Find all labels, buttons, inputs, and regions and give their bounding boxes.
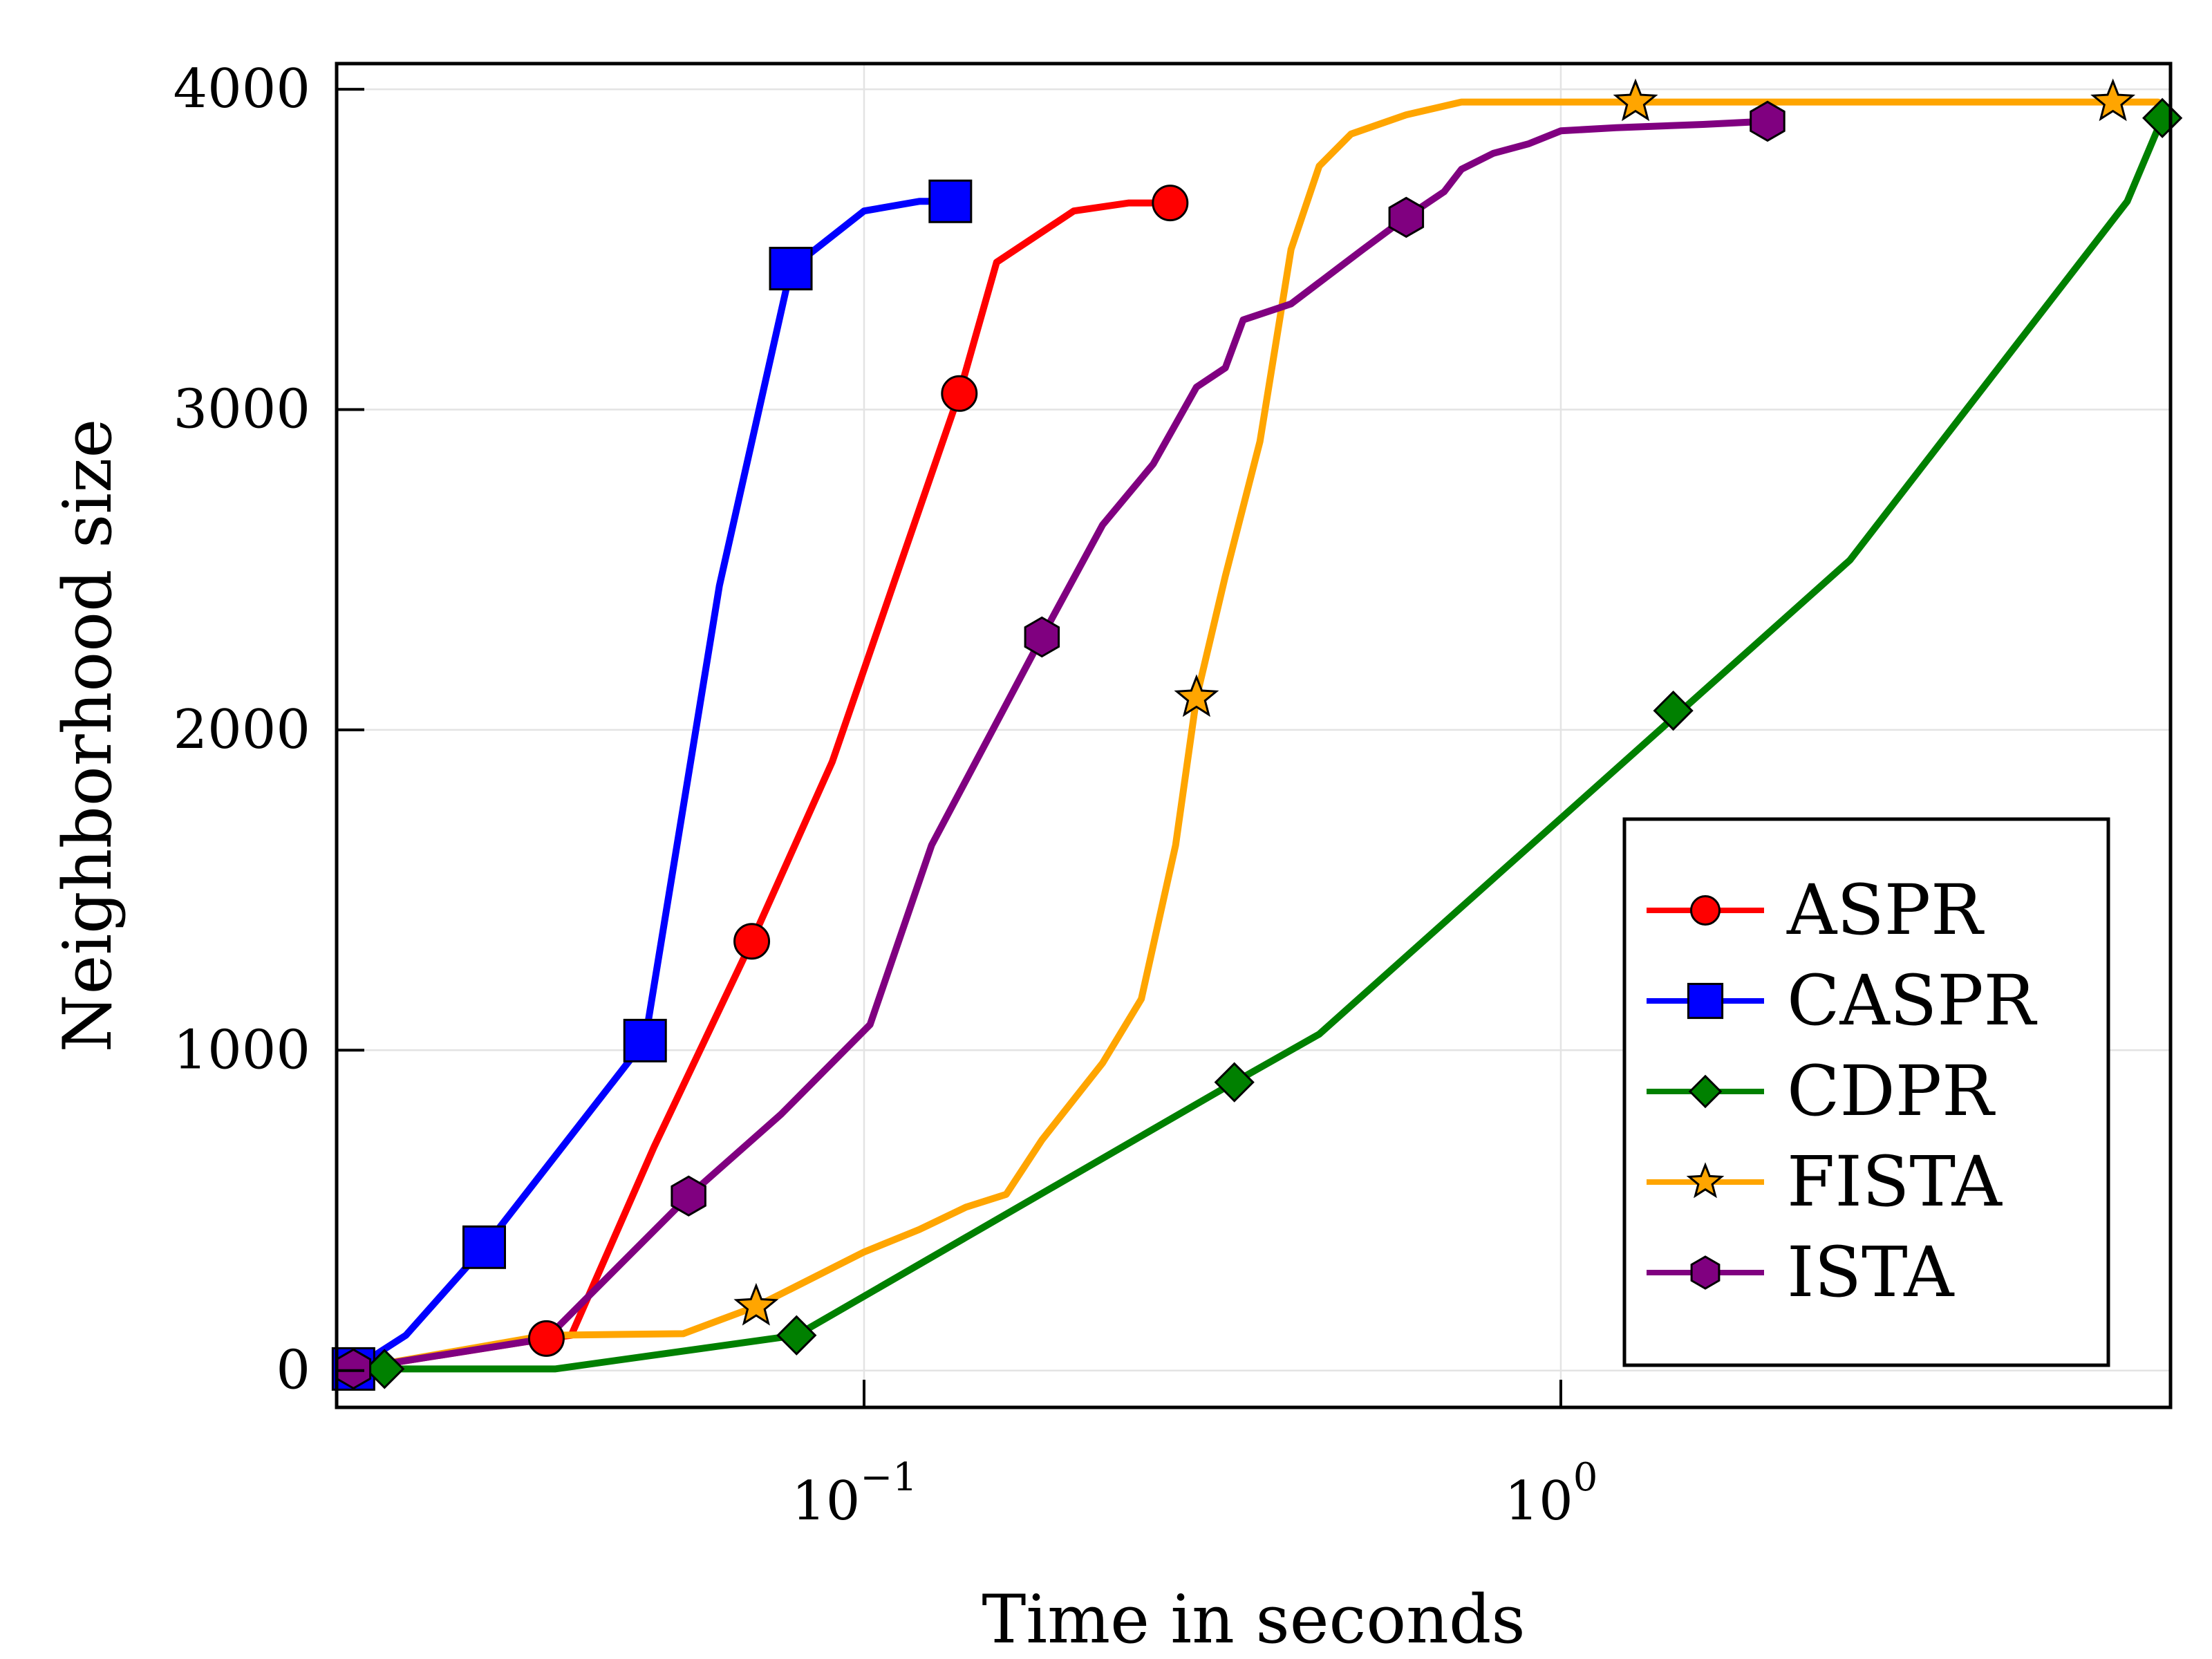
series-line-ista (350, 118, 1771, 1373)
axes-ticks: 0 1000 2000 3000 4000 10−1 100 (173, 58, 1597, 1533)
series-caspr (350, 198, 954, 1373)
x-tick-label: 10−1 (791, 1455, 917, 1533)
legend-marker-caspr (1687, 982, 1724, 1020)
series-markers-fista (733, 78, 2136, 1326)
marker-ista (671, 1175, 706, 1217)
legend-marker-ista (1690, 1255, 1721, 1290)
marker-fista (1613, 78, 1658, 122)
series-ista (350, 118, 1771, 1373)
legend-marker-fista (1686, 1162, 1725, 1199)
y-tick-label: 0 (276, 1340, 310, 1402)
series-line-cdpr (381, 114, 2166, 1373)
y-tick-label: 1000 (173, 1019, 310, 1081)
legend-label-aspr: ASPR (1786, 870, 1985, 950)
marker-caspr (462, 1225, 506, 1269)
plot-area (331, 78, 2183, 1391)
series-line-caspr (350, 198, 954, 1373)
marker-aspr (1152, 185, 1189, 222)
series-markers-ista (335, 100, 1785, 1390)
marker-caspr (928, 179, 973, 223)
y-tick-label: 4000 (173, 58, 310, 120)
y-axis-label: Neighborhood size (49, 419, 126, 1053)
marker-cdpr (1653, 690, 1694, 731)
marker-cdpr (776, 1315, 817, 1356)
marker-fista (1174, 674, 1219, 718)
legend-marker-aspr (1690, 895, 1721, 926)
marker-aspr (733, 923, 771, 960)
marker-cdpr (1214, 1062, 1255, 1103)
legend-label-caspr: CASPR (1787, 960, 2038, 1041)
marker-fista (733, 1282, 779, 1326)
x-tick-label: 100 (1505, 1455, 1598, 1533)
marker-aspr (941, 375, 978, 412)
plot-frame (335, 62, 2173, 1409)
x-axis-label: Time in seconds (982, 1581, 1525, 1658)
marker-aspr (527, 1320, 565, 1357)
marker-fista (2090, 78, 2136, 122)
y-tick-label: 3000 (173, 378, 310, 440)
legend-label-fista: FISTA (1787, 1141, 2003, 1222)
legend-marker-cdpr (1688, 1074, 1723, 1109)
legend: ASPR CASPR CDPR FISTA ISTA (1622, 817, 2110, 1367)
legend-label-cdpr: CDPR (1787, 1051, 1996, 1132)
series-cdpr (381, 114, 2166, 1373)
y-tick-label: 2000 (173, 699, 310, 761)
marker-caspr (769, 247, 813, 291)
marker-ista (1024, 616, 1060, 658)
marker-cdpr (364, 1349, 405, 1389)
marker-ista (1750, 100, 1785, 142)
legend-label-ista: ISTA (1787, 1232, 1955, 1313)
marker-ista (335, 1348, 372, 1390)
marker-ista (1388, 196, 1425, 238)
marker-caspr (623, 1018, 667, 1062)
